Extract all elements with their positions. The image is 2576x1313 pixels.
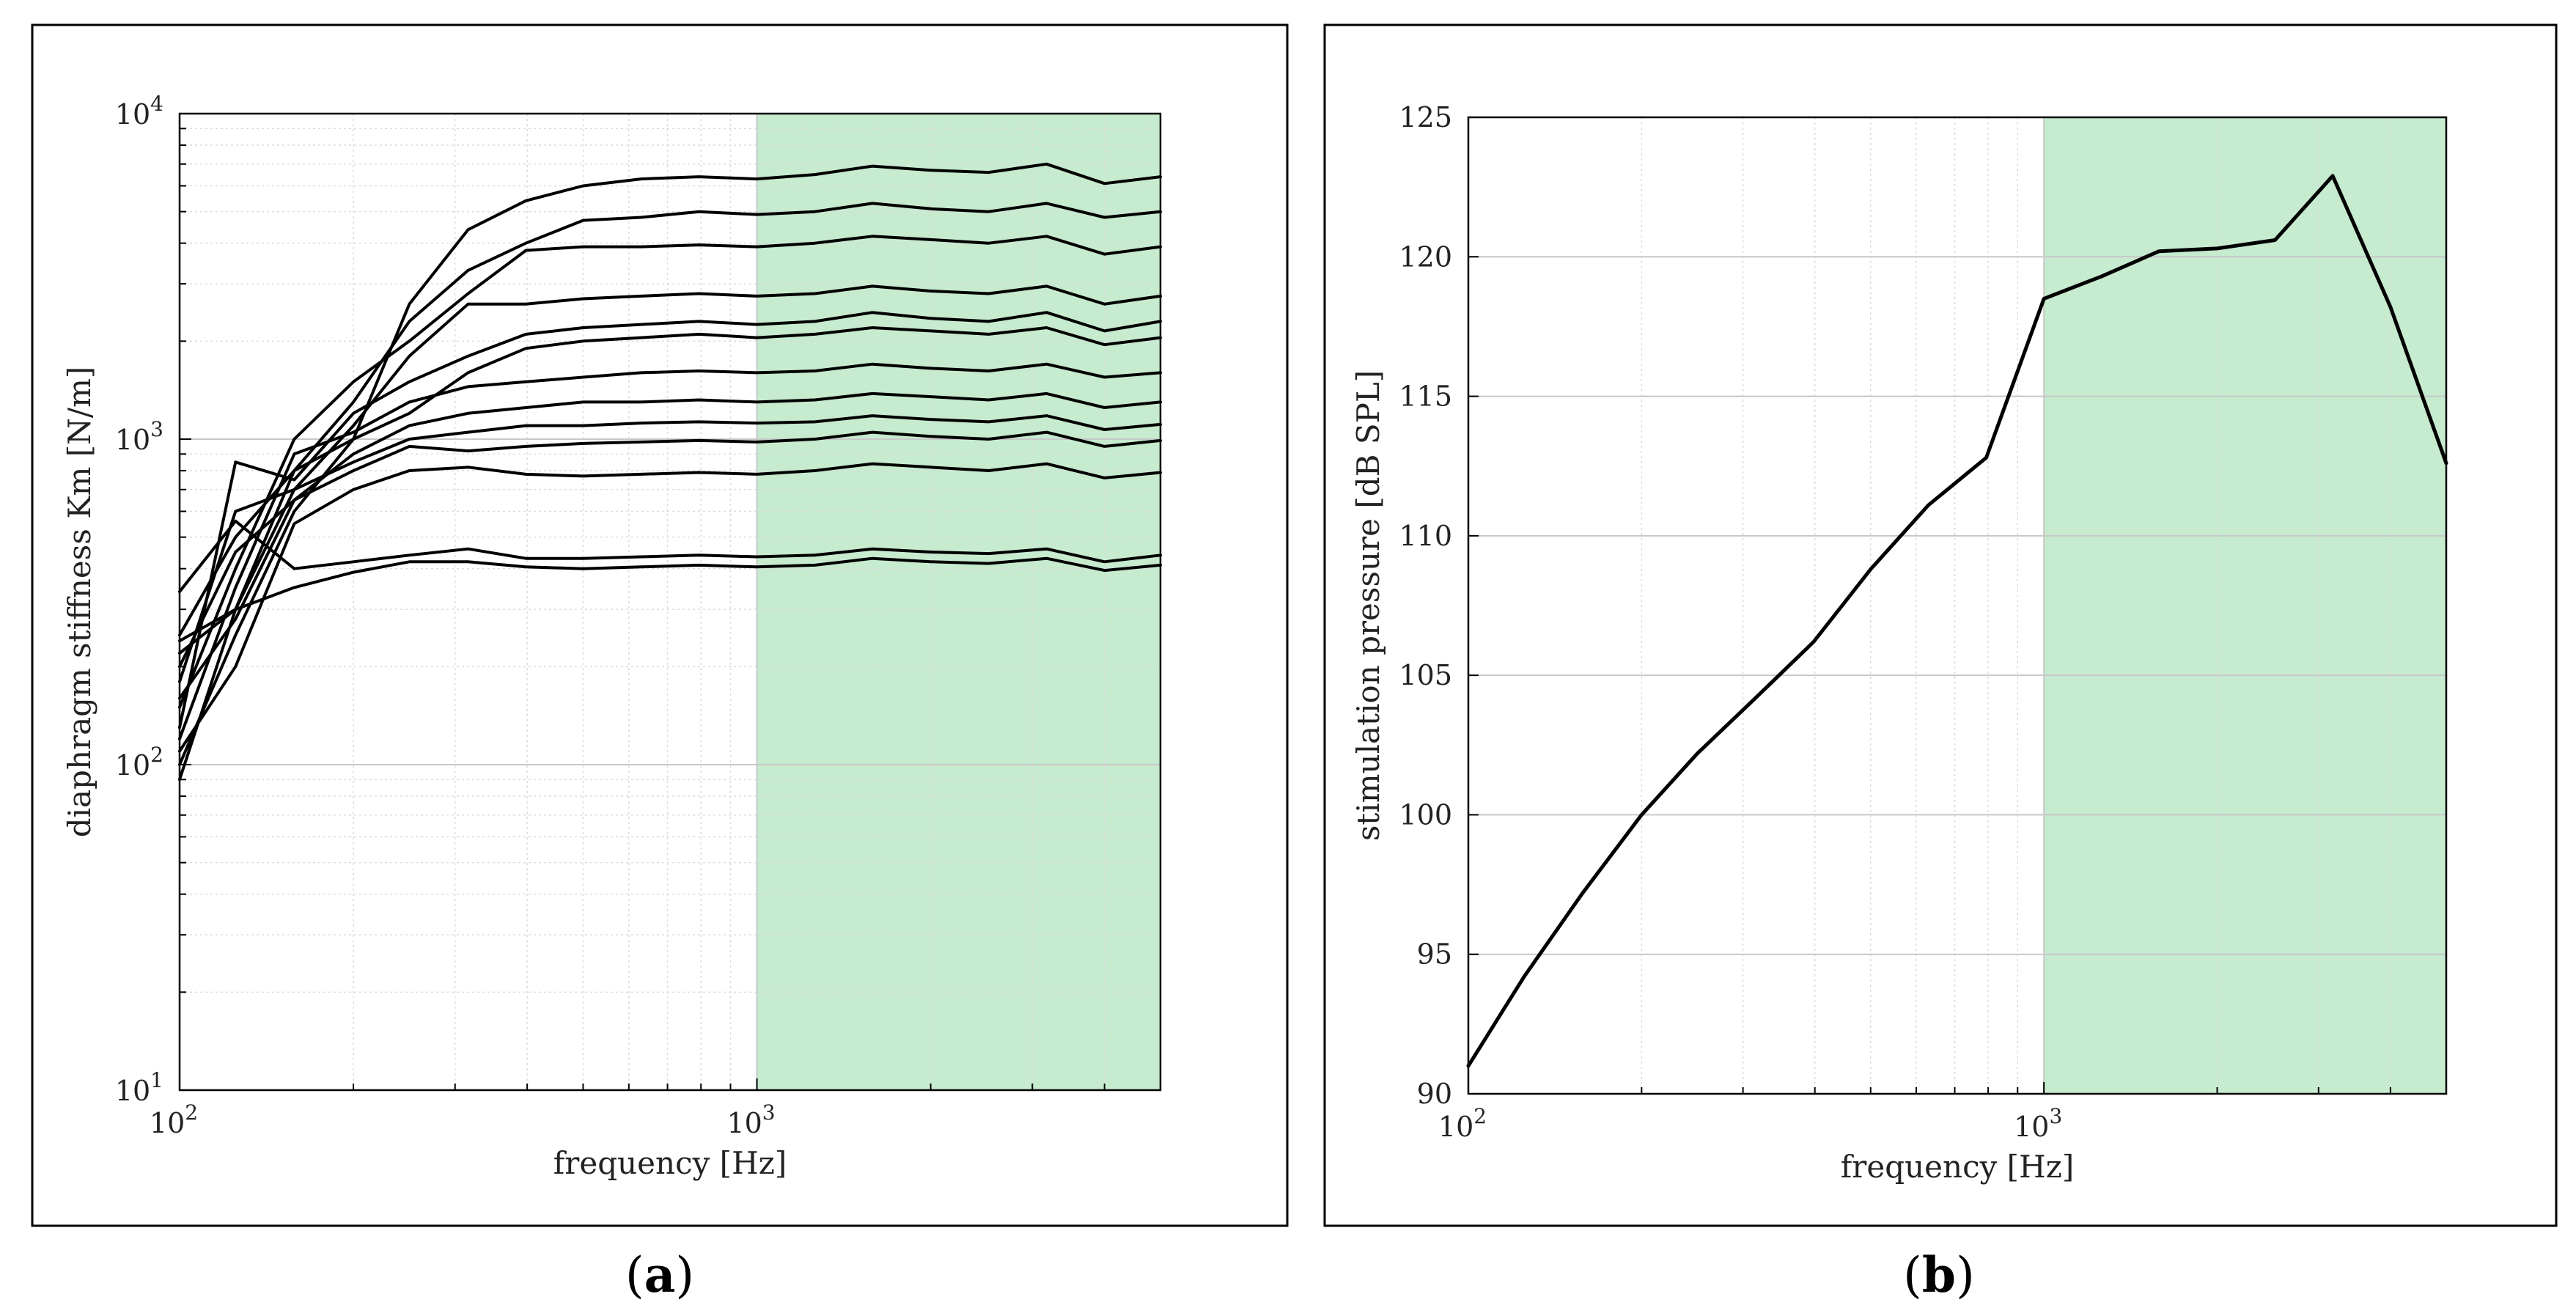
panel-b-grid [1468, 117, 2446, 1094]
b-x-tick-label: 102 [1438, 1104, 1487, 1143]
panel-b-ticks: 102 103 90 95 100 105 110 115 120 125 [1399, 101, 2447, 1143]
a-series-line-curve-8 [178, 391, 1162, 669]
b-y-tick-label: 100 [1399, 798, 1452, 831]
a-series-line-curve-9 [178, 414, 1162, 781]
a-series-line-curve-3 [178, 235, 1162, 709]
panel-b-highlight-region [2044, 117, 2446, 1094]
panel-a-caption: (a) [625, 1246, 694, 1303]
b-y-tick-label: 95 [1417, 938, 1452, 971]
a-series-line-curve-12 [178, 519, 1162, 593]
a-series-line-curve-5 [178, 311, 1162, 729]
a-y-tick-label: 103 [115, 417, 163, 456]
a-series-line-curve-7 [178, 362, 1162, 740]
panel-a-plot-area [178, 112, 1162, 1092]
b-y-tick-label: 110 [1399, 520, 1452, 552]
panel-b-plot-area [1467, 116, 2448, 1095]
a-series-line-curve-11 [178, 462, 1162, 753]
a-series-line-curve-2 [178, 202, 1162, 655]
a-y-tick-label: 102 [115, 743, 163, 781]
a-series-line-curve-1 [178, 162, 1162, 766]
panel-a-highlight-region [757, 114, 1160, 1090]
a-x-tick-label: 102 [150, 1100, 198, 1139]
panel-b-caption-open: ( [1903, 1247, 1922, 1303]
a-y-tick-label: 104 [115, 92, 163, 130]
panel-b-curves [1466, 174, 2448, 1068]
panel-a-caption-open: ( [625, 1247, 644, 1303]
panel-a-caption-close: ) [675, 1247, 694, 1303]
b-y-tick-label: 125 [1399, 101, 1452, 133]
panel-a-x-axis-label: frequency [Hz] [553, 1145, 787, 1181]
a-series-line-curve-13 [178, 556, 1162, 643]
a-series-line-curve-10 [178, 430, 1162, 700]
b-series-line-stimulation-pressure [1466, 174, 2448, 1068]
panel-b-x-axis-label: frequency [Hz] [1841, 1149, 2074, 1185]
a-series-line-curve-6 [178, 326, 1162, 637]
panel-b-caption-close: ) [1956, 1247, 1975, 1303]
b-y-tick-label: 90 [1417, 1078, 1452, 1110]
panel-b-caption: (b) [1903, 1246, 1975, 1303]
a-y-tick-label: 101 [115, 1068, 163, 1107]
panel-a-curves [178, 162, 1162, 781]
chart-panel-b: 102 103 90 95 100 105 110 115 120 125 frequency [… [1323, 23, 2558, 1303]
a-x-tick-label: 103 [726, 1100, 775, 1139]
b-x-tick-label: 103 [2014, 1104, 2062, 1143]
b-y-tick-label: 120 [1399, 240, 1452, 273]
panel-a-y-axis-label: diaphragm stiffness Km [N/m] [62, 367, 97, 838]
panel-b-caption-letter: b [1922, 1246, 1956, 1303]
b-y-tick-label: 115 [1399, 380, 1452, 413]
b-y-tick-label: 105 [1399, 659, 1452, 691]
panel-a-caption-letter: a [644, 1246, 676, 1303]
panel-b-y-axis-label: stimulation pressure [dB SPL] [1350, 370, 1386, 841]
